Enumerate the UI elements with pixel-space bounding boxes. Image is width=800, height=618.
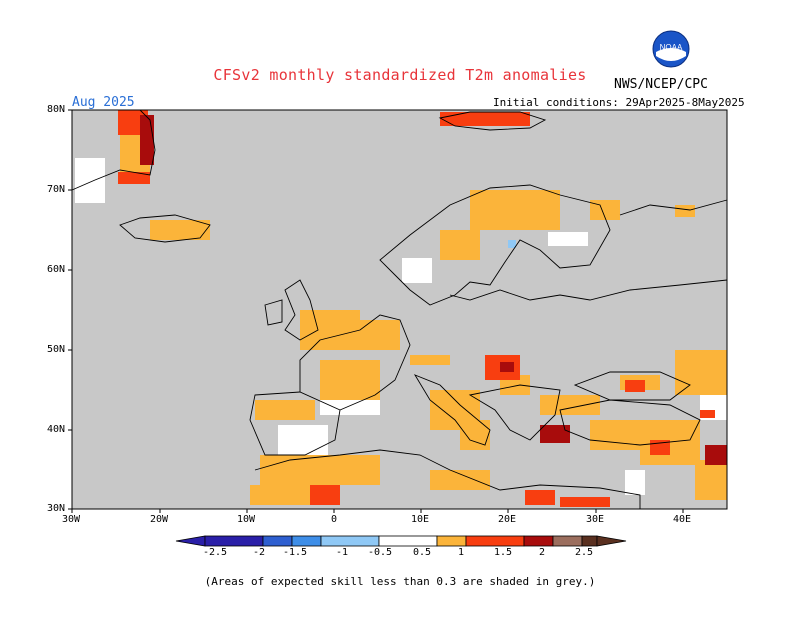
colorbar-label: -0.5: [368, 547, 393, 558]
noaa-logo: NOAA: [652, 30, 690, 68]
colorbar-arrow-right: [596, 535, 627, 547]
lat-label: 40N: [47, 424, 66, 435]
lat-label: 50N: [47, 344, 66, 355]
lat-label: 70N: [47, 184, 66, 195]
colorbar-label: -2: [253, 547, 266, 558]
lon-label: 0: [331, 514, 338, 525]
colorbar-arrow-left: [175, 535, 206, 547]
agency-label: NWS/NCEP/CPC: [614, 77, 708, 92]
warm-anomaly-areas: [120, 120, 727, 505]
coastlines: [71, 109, 728, 509]
map-title: CFSv2 monthly standardized T2m anomalies: [213, 66, 587, 84]
lon-label: 10W: [237, 514, 256, 525]
lon-ticks: [71, 509, 684, 513]
colorbar-label: -2.5: [203, 547, 228, 558]
lat-label: 60N: [47, 264, 66, 275]
lat-label: 30N: [47, 503, 66, 514]
very-warm-areas: [140, 115, 727, 465]
colorbar-label: 2: [539, 547, 546, 558]
lat-label: 80N: [47, 104, 66, 115]
colorbar-label: 2.5: [575, 547, 594, 558]
initial-conditions: Initial conditions: 29Apr2025-8May2025: [493, 96, 745, 109]
logo-text: NOAA: [660, 43, 683, 52]
strong-warm-areas: [118, 110, 715, 507]
lon-label: 10E: [411, 514, 430, 525]
forecast-month: Aug 2025: [72, 95, 135, 110]
skill-footnote: (Areas of expected skill less than 0.3 a…: [204, 575, 596, 588]
lon-label: 20E: [498, 514, 517, 525]
lon-label: 40E: [673, 514, 692, 525]
lon-label: 30W: [62, 514, 81, 525]
lon-label: 30E: [586, 514, 605, 525]
colorbar-label: 0.5: [413, 547, 432, 558]
cool-anomaly-spot: [508, 240, 516, 248]
map-frame: [71, 109, 728, 510]
colorbar: [175, 535, 627, 547]
lon-label: 20W: [150, 514, 169, 525]
colorbar-label: -1.5: [283, 547, 308, 558]
colorbar-label: -1: [336, 547, 349, 558]
lat-ticks: [68, 109, 72, 510]
colorbar-label: 1.5: [494, 547, 513, 558]
colorbar-label: 1: [458, 547, 465, 558]
